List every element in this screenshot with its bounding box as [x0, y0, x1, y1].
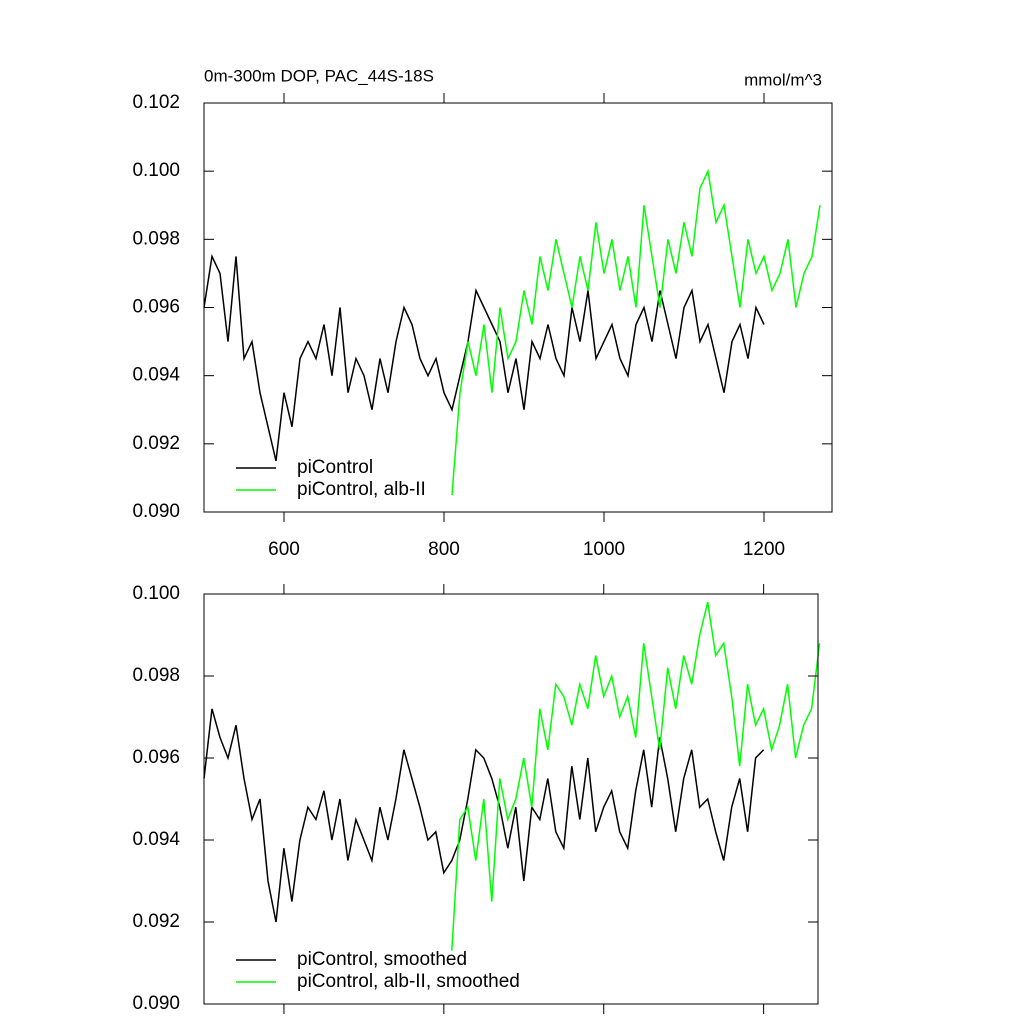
legend-label: piControl, smoothed [297, 949, 467, 970]
y-tick-label: 0.098 [132, 665, 180, 686]
y-tick-label: 0.092 [132, 433, 180, 454]
y-tick-label: 0.090 [132, 993, 180, 1014]
legend-label: piControl [297, 457, 373, 478]
chart-title: 0m-300m DOP, PAC_44S-18S [204, 66, 434, 85]
plot-frame [203, 593, 819, 1005]
legend-label: piControl, alb-II, smoothed [297, 971, 520, 992]
x-tick-label: 1000 [583, 539, 625, 560]
legend-label: piControl, alb-II [297, 479, 426, 500]
x-tick-label: 600 [268, 539, 300, 560]
data-line [451, 602, 821, 951]
y-tick-label: 0.098 [132, 228, 180, 249]
y-tick-label: 0.094 [132, 365, 180, 386]
y-tick-label: 0.092 [132, 911, 180, 932]
x-tick-label: 1200 [743, 539, 785, 560]
y-tick-label: 0.090 [132, 501, 180, 522]
y-tick-label: 0.094 [132, 829, 180, 850]
y-tick-label: 0.102 [132, 92, 180, 113]
y-tick-label: 0.100 [132, 160, 180, 181]
y-units: mmol/m^3 [744, 70, 822, 89]
y-tick-label: 0.100 [132, 583, 180, 604]
data-line [203, 253, 765, 462]
plot-frame [203, 102, 833, 513]
data-line [203, 708, 765, 923]
y-tick-label: 0.096 [132, 297, 180, 318]
data-line [451, 168, 821, 496]
y-tick-label: 0.096 [132, 747, 180, 768]
x-tick-label: 800 [428, 539, 460, 560]
